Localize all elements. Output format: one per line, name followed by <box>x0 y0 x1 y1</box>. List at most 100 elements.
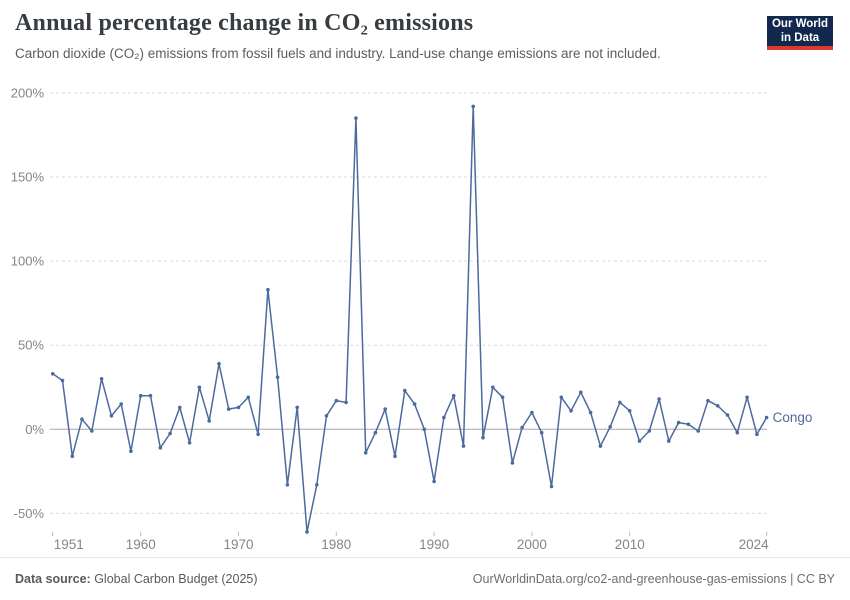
data-point <box>559 395 564 400</box>
data-point <box>618 400 622 405</box>
data-point <box>706 398 710 403</box>
x-axis-label: 1951 <box>54 537 84 552</box>
data-point <box>285 483 290 487</box>
data-point <box>471 104 476 109</box>
data-point <box>530 410 534 415</box>
x-axis-label: 2024 <box>739 537 770 552</box>
data-point <box>481 435 485 440</box>
data-point <box>647 429 652 433</box>
data-point <box>324 414 329 418</box>
data-point <box>608 425 612 429</box>
data-point <box>657 397 661 401</box>
data-point <box>451 393 456 398</box>
data-point <box>363 451 368 455</box>
data-point <box>178 405 182 410</box>
data-point <box>187 441 192 445</box>
data-point <box>520 425 524 430</box>
data-point <box>99 377 104 381</box>
data-point <box>403 388 407 393</box>
data-point <box>129 449 133 454</box>
data-point <box>667 439 671 443</box>
data-point <box>510 461 515 465</box>
x-axis-label: 2000 <box>517 537 547 552</box>
y-axis-label: 200% <box>11 85 45 100</box>
data-point <box>637 439 642 443</box>
x-axis-label: 1970 <box>223 537 253 552</box>
data-point <box>393 454 397 459</box>
data-point <box>50 372 55 376</box>
data-point <box>354 116 358 120</box>
data-point <box>60 378 65 383</box>
data-point <box>569 409 573 413</box>
data-point <box>305 530 309 534</box>
data-point <box>344 400 348 405</box>
data-point <box>158 446 163 450</box>
data-point <box>579 390 583 395</box>
data-point <box>725 413 730 417</box>
data-source: Data source: Global Carbon Budget (2025) <box>15 572 258 586</box>
x-axis-label: 2010 <box>615 537 645 552</box>
chart-footer: Data source: Global Carbon Budget (2025)… <box>0 557 850 600</box>
data-point <box>138 393 143 398</box>
chart-subtitle: Carbon dioxide (CO₂) emissions from foss… <box>15 46 661 61</box>
data-point <box>500 395 505 400</box>
data-point <box>735 430 740 435</box>
data-point <box>90 429 94 433</box>
data-point <box>197 385 202 390</box>
chart-title: Annual percentage change in CO₂ emission… <box>15 10 474 36</box>
y-axis-label: 150% <box>11 170 45 185</box>
data-point <box>315 483 319 487</box>
data-point <box>334 398 339 403</box>
x-axis-label: 1980 <box>321 537 351 552</box>
data-point <box>539 430 544 435</box>
y-axis-label: -50% <box>14 506 45 521</box>
data-point <box>80 417 84 422</box>
data-point <box>442 415 446 420</box>
data-point <box>422 427 427 432</box>
owid-logo-line1: Our World <box>771 18 828 30</box>
credit-link[interactable]: OurWorldinData.org/co2-and-greenhouse-ga… <box>472 572 835 586</box>
data-point <box>207 419 211 423</box>
data-point <box>256 432 260 437</box>
data-point <box>266 287 270 292</box>
data-point <box>295 405 300 410</box>
y-axis-label: 50% <box>18 338 44 353</box>
data-point <box>491 385 495 390</box>
y-axis-label: 100% <box>11 254 45 269</box>
data-point <box>383 407 388 411</box>
data-point <box>432 479 436 484</box>
chart-header: Annual percentage change in CO₂ emission… <box>15 10 755 61</box>
data-point <box>588 410 593 415</box>
data-point <box>598 444 603 448</box>
data-point <box>627 409 632 413</box>
data-point <box>549 484 554 489</box>
data-line <box>51 105 768 533</box>
y-axis-label: 0% <box>25 422 44 437</box>
data-point <box>745 395 749 400</box>
owid-logo: Our World in Data <box>767 16 833 50</box>
owid-logo-line2: in Data <box>780 32 820 44</box>
data-point <box>676 420 681 425</box>
data-point <box>148 393 153 398</box>
data-point <box>109 414 114 418</box>
data-point <box>275 375 280 380</box>
x-axis-label: 1990 <box>419 537 449 552</box>
data-point <box>226 407 231 411</box>
data-point <box>70 454 75 459</box>
data-point <box>461 444 466 448</box>
data-point <box>686 422 691 427</box>
data-point <box>412 402 417 406</box>
data-point <box>236 405 241 410</box>
data-source-label: Data source: <box>15 572 91 586</box>
data-point <box>168 431 172 436</box>
entity-label: Congo <box>773 410 813 425</box>
data-point <box>764 415 769 420</box>
data-point <box>373 430 378 435</box>
x-axis-label: 1960 <box>126 537 156 552</box>
data-point <box>715 404 720 408</box>
data-point <box>755 432 759 437</box>
data-point <box>119 402 123 406</box>
data-point <box>217 361 221 366</box>
